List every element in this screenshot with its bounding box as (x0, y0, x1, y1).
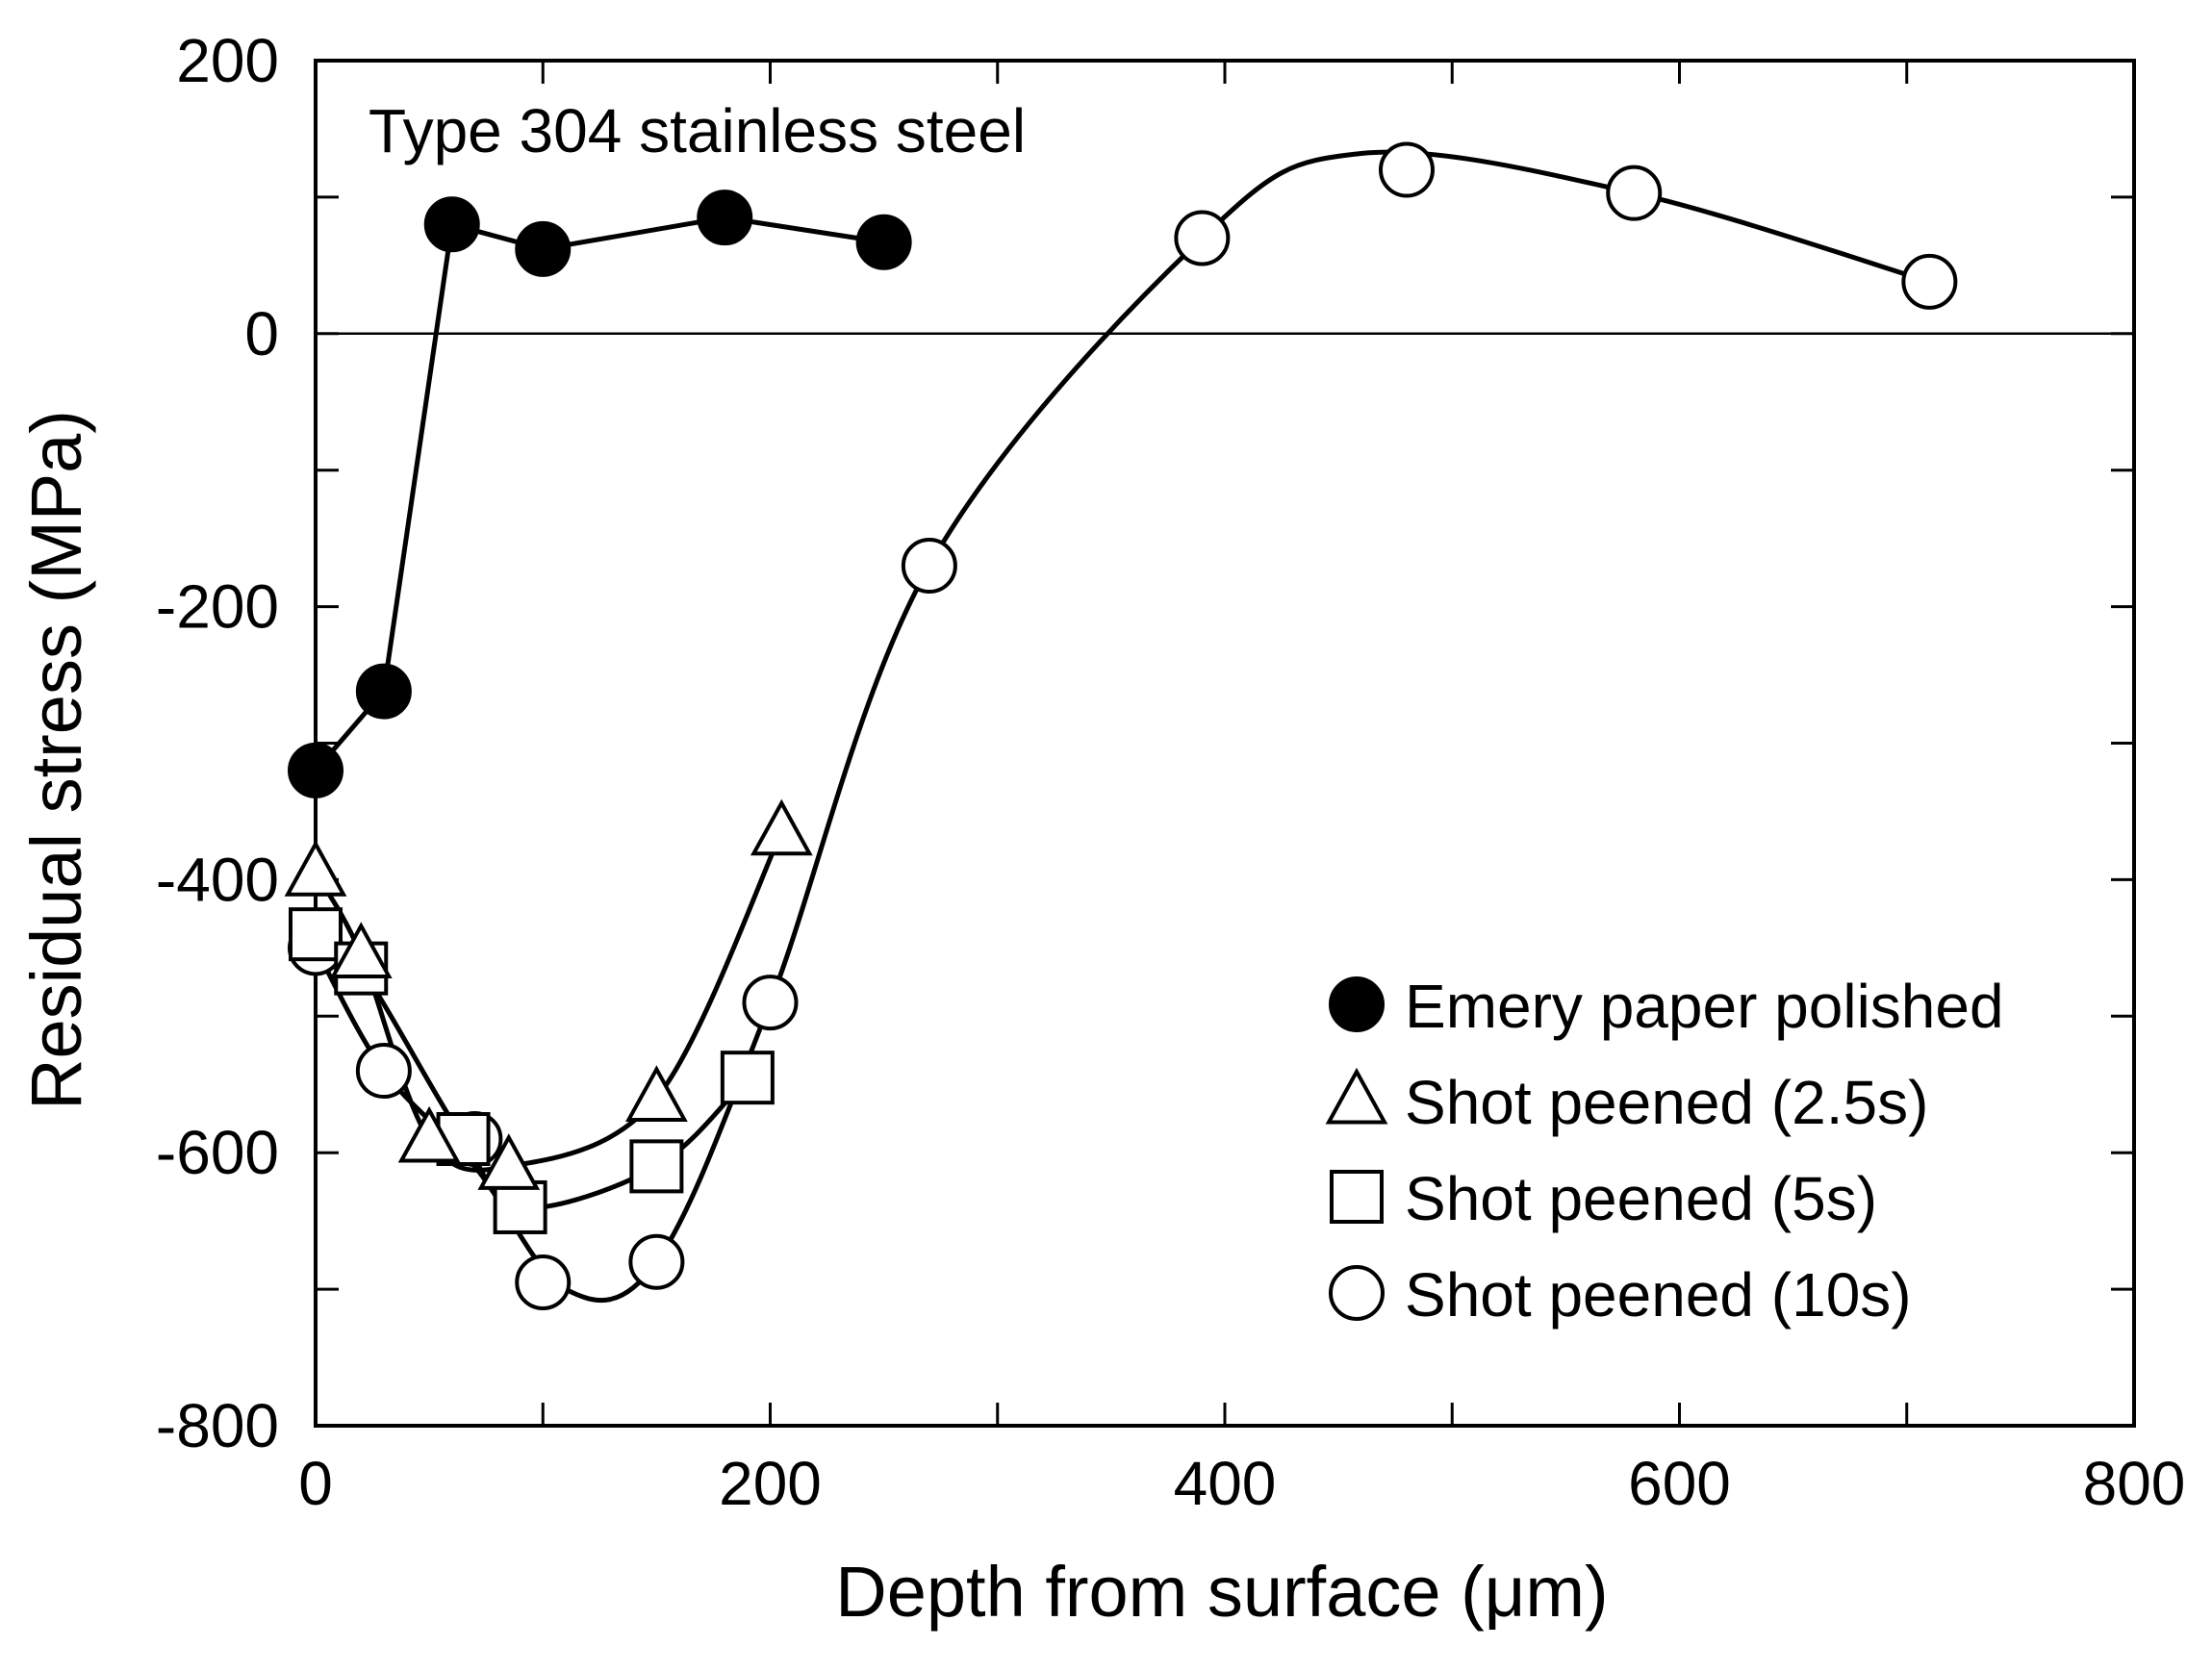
point-shot-peened-10s (515, 1254, 572, 1311)
point-shot-peened-10s (1901, 253, 1958, 310)
series-line-shot-peened-10s (313, 149, 1932, 1304)
legend-label-emery-paper-polished: Emery paper polished (1405, 972, 2004, 1041)
data-markers-group (284, 141, 1958, 1311)
x-tick-label: 400 (1174, 1449, 1277, 1518)
x-tick-label: 800 (2083, 1449, 2186, 1518)
point-shot-peened-10s (355, 1043, 412, 1100)
point-shot-peened-5s (629, 1139, 684, 1194)
point-shot-peened-10s (628, 1233, 685, 1290)
point-shot-peened-10s (1379, 141, 1435, 198)
x-tick-label: 600 (1628, 1449, 1731, 1518)
legend-marker-emery-paper-polished (1329, 976, 1385, 1032)
legend-marker-shot-peened-5s (1330, 1170, 1384, 1224)
y-tick-label: -800 (156, 1391, 279, 1460)
y-axis-title: Residual stress (MPa) (16, 410, 96, 1110)
point-emery-paper-polished (855, 214, 912, 270)
chart-annotation: Type 304 stainless steel (369, 96, 1026, 165)
point-shot-peened-2-5s (329, 922, 393, 978)
point-shot-peened-2-5s (397, 1105, 461, 1163)
y-tick-label: 0 (244, 299, 279, 368)
legend-label-shot-peened-10s: Shot peened (10s) (1405, 1260, 1912, 1330)
y-tick-label: 200 (176, 26, 279, 95)
legend-label-shot-peened-5s: Shot peened (5s) (1405, 1164, 1877, 1233)
point-shot-peened-5s (720, 1051, 775, 1105)
x-axis-title: Depth from surface (μm) (835, 1552, 1608, 1632)
point-shot-peened-10s (1606, 165, 1663, 221)
point-shot-peened-2-5s (750, 798, 813, 856)
x-tick-label: 0 (298, 1449, 333, 1518)
x-tick-label: 200 (719, 1449, 822, 1518)
point-emery-paper-polished (423, 196, 480, 253)
legend: Emery paper polished Shot peened (2.5s) Sh… (1325, 972, 2004, 1330)
point-shot-peened-2-5s (477, 1133, 541, 1190)
point-shot-peened-10s (1174, 210, 1231, 266)
y-tick-label: -600 (156, 1118, 279, 1187)
point-shot-peened-2-5s (624, 1065, 688, 1122)
point-shot-peened-10s (901, 538, 957, 595)
legend-marker-shot-peened-2-5s (1325, 1067, 1388, 1125)
legend-marker-shot-peened-10s (1329, 1265, 1385, 1321)
y-tick-label: -400 (156, 845, 279, 914)
point-emery-paper-polished (355, 663, 412, 720)
point-emery-paper-polished (515, 220, 572, 277)
point-shot-peened-5s (289, 907, 343, 962)
legend-label-shot-peened-2-5s: Shot peened (2.5s) (1405, 1068, 1928, 1137)
point-emery-paper-polished (288, 742, 343, 798)
point-shot-peened-2-5s (284, 840, 347, 897)
point-shot-peened-10s (742, 975, 799, 1031)
point-emery-paper-polished (697, 190, 753, 246)
y-tick-label: -200 (156, 572, 279, 642)
